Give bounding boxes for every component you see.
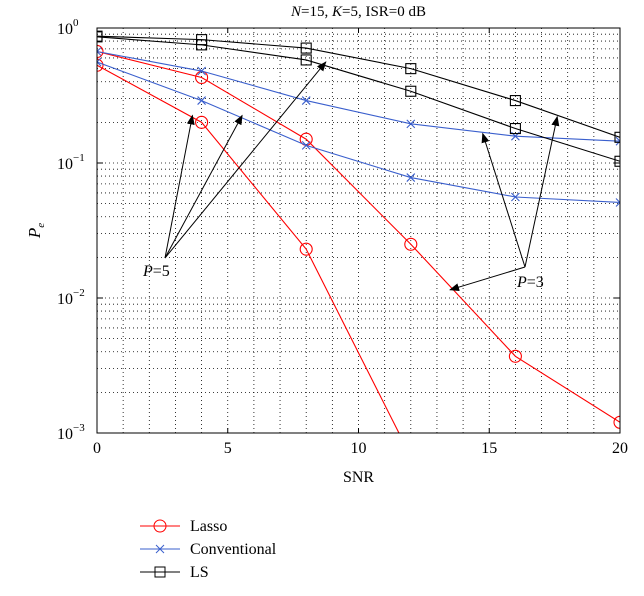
data-point-x-stroke xyxy=(511,192,520,202)
data-point-x-stroke xyxy=(301,96,311,105)
data-point-x-stroke xyxy=(406,173,416,182)
y-tick-label: 10−1 xyxy=(57,152,85,173)
data-point-square xyxy=(405,63,417,75)
series-line xyxy=(97,64,400,433)
series-ls-p3 xyxy=(97,30,620,143)
data-point-square xyxy=(97,31,103,43)
data-point-square xyxy=(614,131,620,143)
y-axis-label: Pe xyxy=(25,223,47,239)
data-point-square xyxy=(405,85,417,97)
data-point-square xyxy=(614,155,620,167)
data-point-x xyxy=(615,198,620,207)
legend-label-conventional: Conventional xyxy=(190,541,277,558)
data-point-x xyxy=(301,141,311,150)
data-point-x-stroke xyxy=(97,57,102,63)
data-point-x xyxy=(197,96,206,105)
x-tick-label: 0 xyxy=(93,440,101,457)
series-line xyxy=(97,50,620,142)
y-tick-label: 10−2 xyxy=(57,287,85,308)
data-point-x xyxy=(97,57,102,67)
series-conventional-p3 xyxy=(97,47,620,146)
data-point-x-stroke xyxy=(615,201,620,207)
data-point-x-stroke xyxy=(615,140,620,146)
legend-swatch-ls xyxy=(140,566,180,578)
data-point-circle xyxy=(299,242,313,256)
x-tick-label: 20 xyxy=(612,440,628,457)
data-point-circle xyxy=(97,44,104,59)
annotation-arrow-p3 xyxy=(524,115,560,268)
series-lasso-p5 xyxy=(97,58,400,433)
series-conventional-p5 xyxy=(97,57,620,207)
data-point-x-stroke xyxy=(197,66,206,76)
data-point-x-stroke xyxy=(301,141,311,150)
series-line xyxy=(97,61,620,204)
data-point-x-stroke xyxy=(97,50,102,56)
data-point-x-stroke xyxy=(197,96,206,105)
data-point-square xyxy=(300,54,312,66)
data-point-circle xyxy=(404,237,418,251)
data-point-x xyxy=(97,47,102,56)
chart-title: N=15, K=5, ISR=0 dB xyxy=(290,4,426,20)
annotation-arrow-p3 xyxy=(449,266,526,292)
y-tick-label: 100 xyxy=(57,17,79,38)
svg-text:P=5: P=5 xyxy=(142,263,170,280)
svg-text:P=3: P=3 xyxy=(516,274,544,291)
data-point-x xyxy=(301,96,311,105)
legend-label-ls: LS xyxy=(190,564,209,581)
data-point-x-stroke xyxy=(406,119,416,129)
data-point-circle xyxy=(195,115,209,129)
x-tick-label: 15 xyxy=(481,440,497,457)
data-point-square xyxy=(509,122,521,135)
legend-swatch-conventional xyxy=(140,544,180,554)
series-line xyxy=(97,50,620,423)
annotation-arrow-p5 xyxy=(164,114,243,259)
annotation-p3-label: P=3 xyxy=(516,274,544,291)
data-point-square xyxy=(300,42,312,54)
data-point-square xyxy=(196,39,208,51)
x-axis-label: SNR xyxy=(343,469,374,486)
data-point-circle xyxy=(613,415,620,429)
x-tick-label: 5 xyxy=(224,440,232,457)
series-ls-p5 xyxy=(97,31,620,167)
annotation-arrow-p5 xyxy=(164,114,195,259)
data-point-x-stroke xyxy=(97,61,102,67)
annotation-layer xyxy=(164,61,560,292)
data-point-circle xyxy=(508,349,522,363)
data-point-x xyxy=(406,119,416,129)
annotation-p5-label: P=5 xyxy=(142,263,170,280)
data-point-circle xyxy=(97,58,104,72)
series-line xyxy=(97,35,620,138)
data-point-x xyxy=(511,192,520,202)
data-point-x-stroke xyxy=(97,47,102,53)
annotation-arrow-p3 xyxy=(481,132,526,268)
series-layer xyxy=(97,30,620,433)
axis-ticks: 0 5 10 15 20 100 10−1 10−2 10−3 xyxy=(57,17,628,457)
data-point-x-stroke xyxy=(615,136,620,142)
data-point-x xyxy=(197,66,206,76)
data-point-x-stroke xyxy=(615,198,620,204)
data-point-x xyxy=(615,136,620,146)
legend-swatch-lasso xyxy=(140,519,180,533)
data-point-x xyxy=(406,173,416,182)
annotation-arrow-p5 xyxy=(164,61,327,259)
y-tick-label: 10−3 xyxy=(57,422,85,443)
series-line xyxy=(97,36,620,162)
x-tick-label: 10 xyxy=(351,440,367,457)
data-point-square xyxy=(509,95,521,107)
legend-label-lasso: Lasso xyxy=(190,518,228,535)
